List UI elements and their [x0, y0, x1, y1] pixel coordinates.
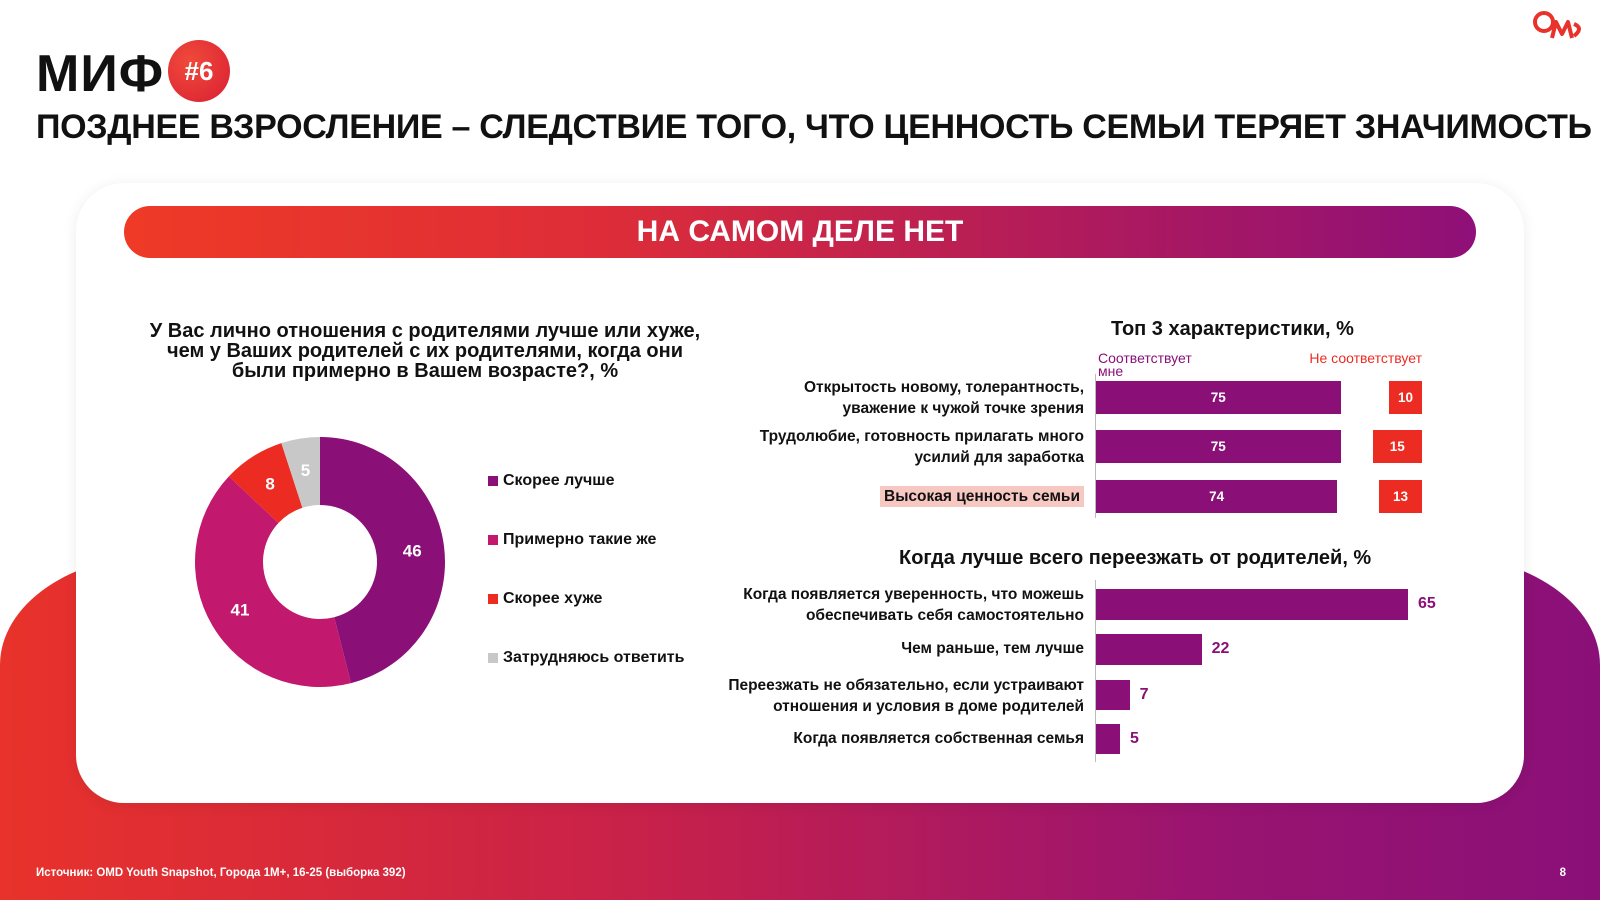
legend-label: Примерно такие же — [503, 531, 657, 548]
top3-bar-match: 74 — [1096, 480, 1338, 513]
top3-bar-match: 75 — [1096, 381, 1341, 414]
source-footnote: Источник: OMD Youth Snapshot, Города 1M+… — [36, 867, 406, 879]
donut-chart: 46 41 8 5 — [194, 437, 446, 687]
myth-title: МИФ — [36, 45, 165, 103]
moving-out-title: Когда лучше всего переезжать от родителе… — [899, 547, 1372, 569]
moving-bar — [1096, 724, 1120, 754]
top3-row-label: Открытость новому, толерантность, уважени… — [804, 379, 1084, 417]
legend-swatch — [488, 653, 498, 663]
top3-bar-no-match: 13 — [1379, 480, 1422, 513]
donut-question-line: У Вас лично отношения с родителями лучше… — [149, 320, 701, 342]
donut-slice-label: 46 — [403, 541, 422, 560]
myth-number-badge: #6 — [168, 40, 230, 102]
top3-bar-no-match: 10 — [1389, 381, 1422, 414]
moving-row-label: Переезжать не обязательно, если устраива… — [728, 677, 1084, 715]
top3-axis-line — [1095, 374, 1096, 518]
donut-slice-label: 41 — [230, 600, 249, 619]
donut-question-line: были примерно в Вашем возрасте?, % — [231, 360, 619, 382]
donut-slice-label: 8 — [265, 474, 274, 493]
top3-row-label: Высокая ценность семьи — [880, 486, 1084, 507]
donut-chart-question: У Вас лично отношения с родителями лучше… — [145, 321, 705, 381]
legend-label: Скорее лучше — [503, 472, 615, 489]
donut-slice — [281, 437, 320, 508]
legend-item: Скорее лучше — [488, 472, 615, 490]
moving-bar — [1096, 680, 1130, 710]
moving-bar — [1096, 589, 1408, 620]
legend-swatch — [488, 594, 498, 604]
legend-swatch — [488, 535, 498, 545]
moving-bar-value: 5 — [1130, 730, 1139, 747]
column-header-no-match: Не соответствует — [1309, 350, 1422, 366]
top3-row-label: Трудолюбие, готовность прилагать много ус… — [759, 428, 1084, 466]
moving-row-label: Когда появляется собственная семья — [793, 730, 1084, 747]
moving-row-label: Когда появляется уверенность, что можешь… — [743, 586, 1084, 624]
legend-item: Затрудняюсь ответить — [488, 649, 684, 667]
moving-row-label: Чем раньше, тем лучше — [901, 640, 1084, 657]
legend-item: Скорее хуже — [488, 590, 602, 608]
top3-bar-match: 75 — [1096, 430, 1341, 463]
moving-bar-value: 7 — [1139, 686, 1149, 703]
donut-slice-label: 5 — [301, 461, 310, 480]
legend-label: Скорее хуже — [503, 590, 603, 607]
donut-slice — [194, 476, 352, 687]
moving-bar — [1096, 634, 1202, 665]
top3-bar-no-match: 15 — [1372, 430, 1422, 463]
page-headline: ПОЗДНЕЕ ВЗРОСЛЕНИЕ – СЛЕДСТВИЕ ТОГО, ЧТО… — [36, 108, 1592, 146]
moving-bar-value: 22 — [1211, 640, 1230, 657]
legend-item: Примерно такие же — [488, 531, 656, 549]
legend-swatch — [488, 476, 498, 486]
page-number: 8 — [1559, 867, 1566, 879]
moving-axis-line — [1095, 580, 1096, 762]
top3-title: Топ 3 характеристики, % — [1111, 318, 1354, 340]
legend-label: Затрудняюсь ответить — [503, 649, 685, 666]
omd-logo — [1533, 11, 1581, 39]
column-header-match: Соответствует мне — [1098, 350, 1192, 379]
donut-question-line: чем у Ваших родителей с их родителями, к… — [166, 340, 683, 362]
moving-bar-value: 65 — [1418, 595, 1436, 612]
verdict-banner: НА САМОМ ДЕЛЕ НЕТ — [124, 206, 1476, 258]
donut-slice — [320, 437, 446, 684]
donut-slice — [228, 443, 303, 523]
